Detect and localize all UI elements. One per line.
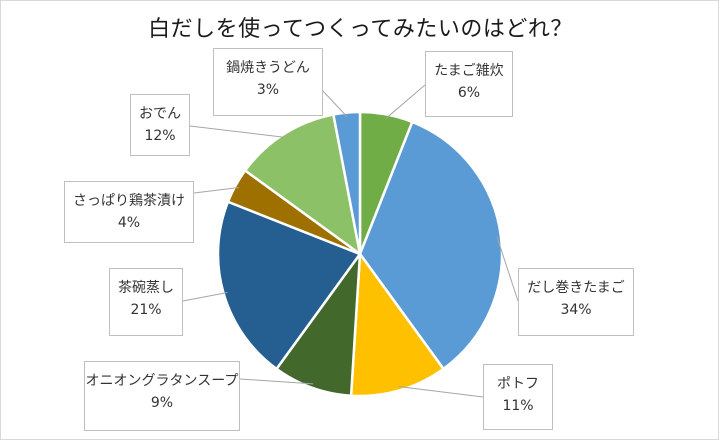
slice-label: だし巻きたまご [527, 280, 625, 296]
data-label-chawanmushi: 茶碗蒸し 21% [109, 268, 183, 336]
slice-percent: 34% [560, 302, 592, 318]
slice-percent: 4% [117, 215, 141, 231]
leader-line [239, 378, 314, 385]
slice-percent: 6% [457, 85, 481, 101]
leader-line [182, 292, 228, 302]
data-label-oden: おでん 12% [130, 94, 190, 156]
pie-slice [358, 120, 504, 371]
leader-line [385, 84, 426, 119]
pie-slices [216, 110, 504, 398]
leader-line [496, 236, 519, 302]
leader-line [189, 125, 287, 138]
slice-percent: 12% [144, 128, 176, 144]
slice-percent: 9% [150, 395, 174, 411]
slice-label: 鍋焼きうどん [226, 60, 310, 76]
slice-label: おでん [139, 106, 181, 122]
pie-slice [332, 110, 362, 256]
slice-label: 茶碗蒸し [118, 280, 174, 296]
slice-label: オニオングラタンスープ [85, 373, 239, 389]
slice-percent: 11% [502, 398, 534, 414]
data-label-potofu: ポトフ 11% [483, 364, 553, 430]
data-label-onion-gratin-soup: オニオングラタンスープ 9% [84, 361, 240, 431]
pie-slice [349, 252, 445, 398]
data-label-nabeyaki-udon: 鍋焼きうどん 3% [213, 48, 323, 116]
slice-percent: 21% [130, 302, 162, 318]
data-label-tamago-zosui: たまご雑炊 6% [425, 51, 513, 117]
data-label-sappari-torichazuke: さっぱり鶏茶漬け 4% [64, 181, 194, 243]
leader-lines [182, 84, 519, 398]
leader-line [398, 386, 484, 398]
slice-label: さっぱり鶏茶漬け [73, 193, 185, 209]
slice-percent: 3% [256, 82, 280, 98]
pie-slice [275, 252, 362, 397]
data-label-dashimaki-tamago: だし巻きたまご 34% [518, 268, 634, 336]
leader-line [322, 90, 348, 117]
slice-label: ポトフ [497, 376, 539, 392]
leader-line [193, 187, 240, 194]
slice-label: たまご雑炊 [434, 63, 504, 79]
pie-slice [243, 113, 362, 256]
chart-title: 白だしを使ってつくってみたいのはどれ？ [148, 17, 573, 42]
